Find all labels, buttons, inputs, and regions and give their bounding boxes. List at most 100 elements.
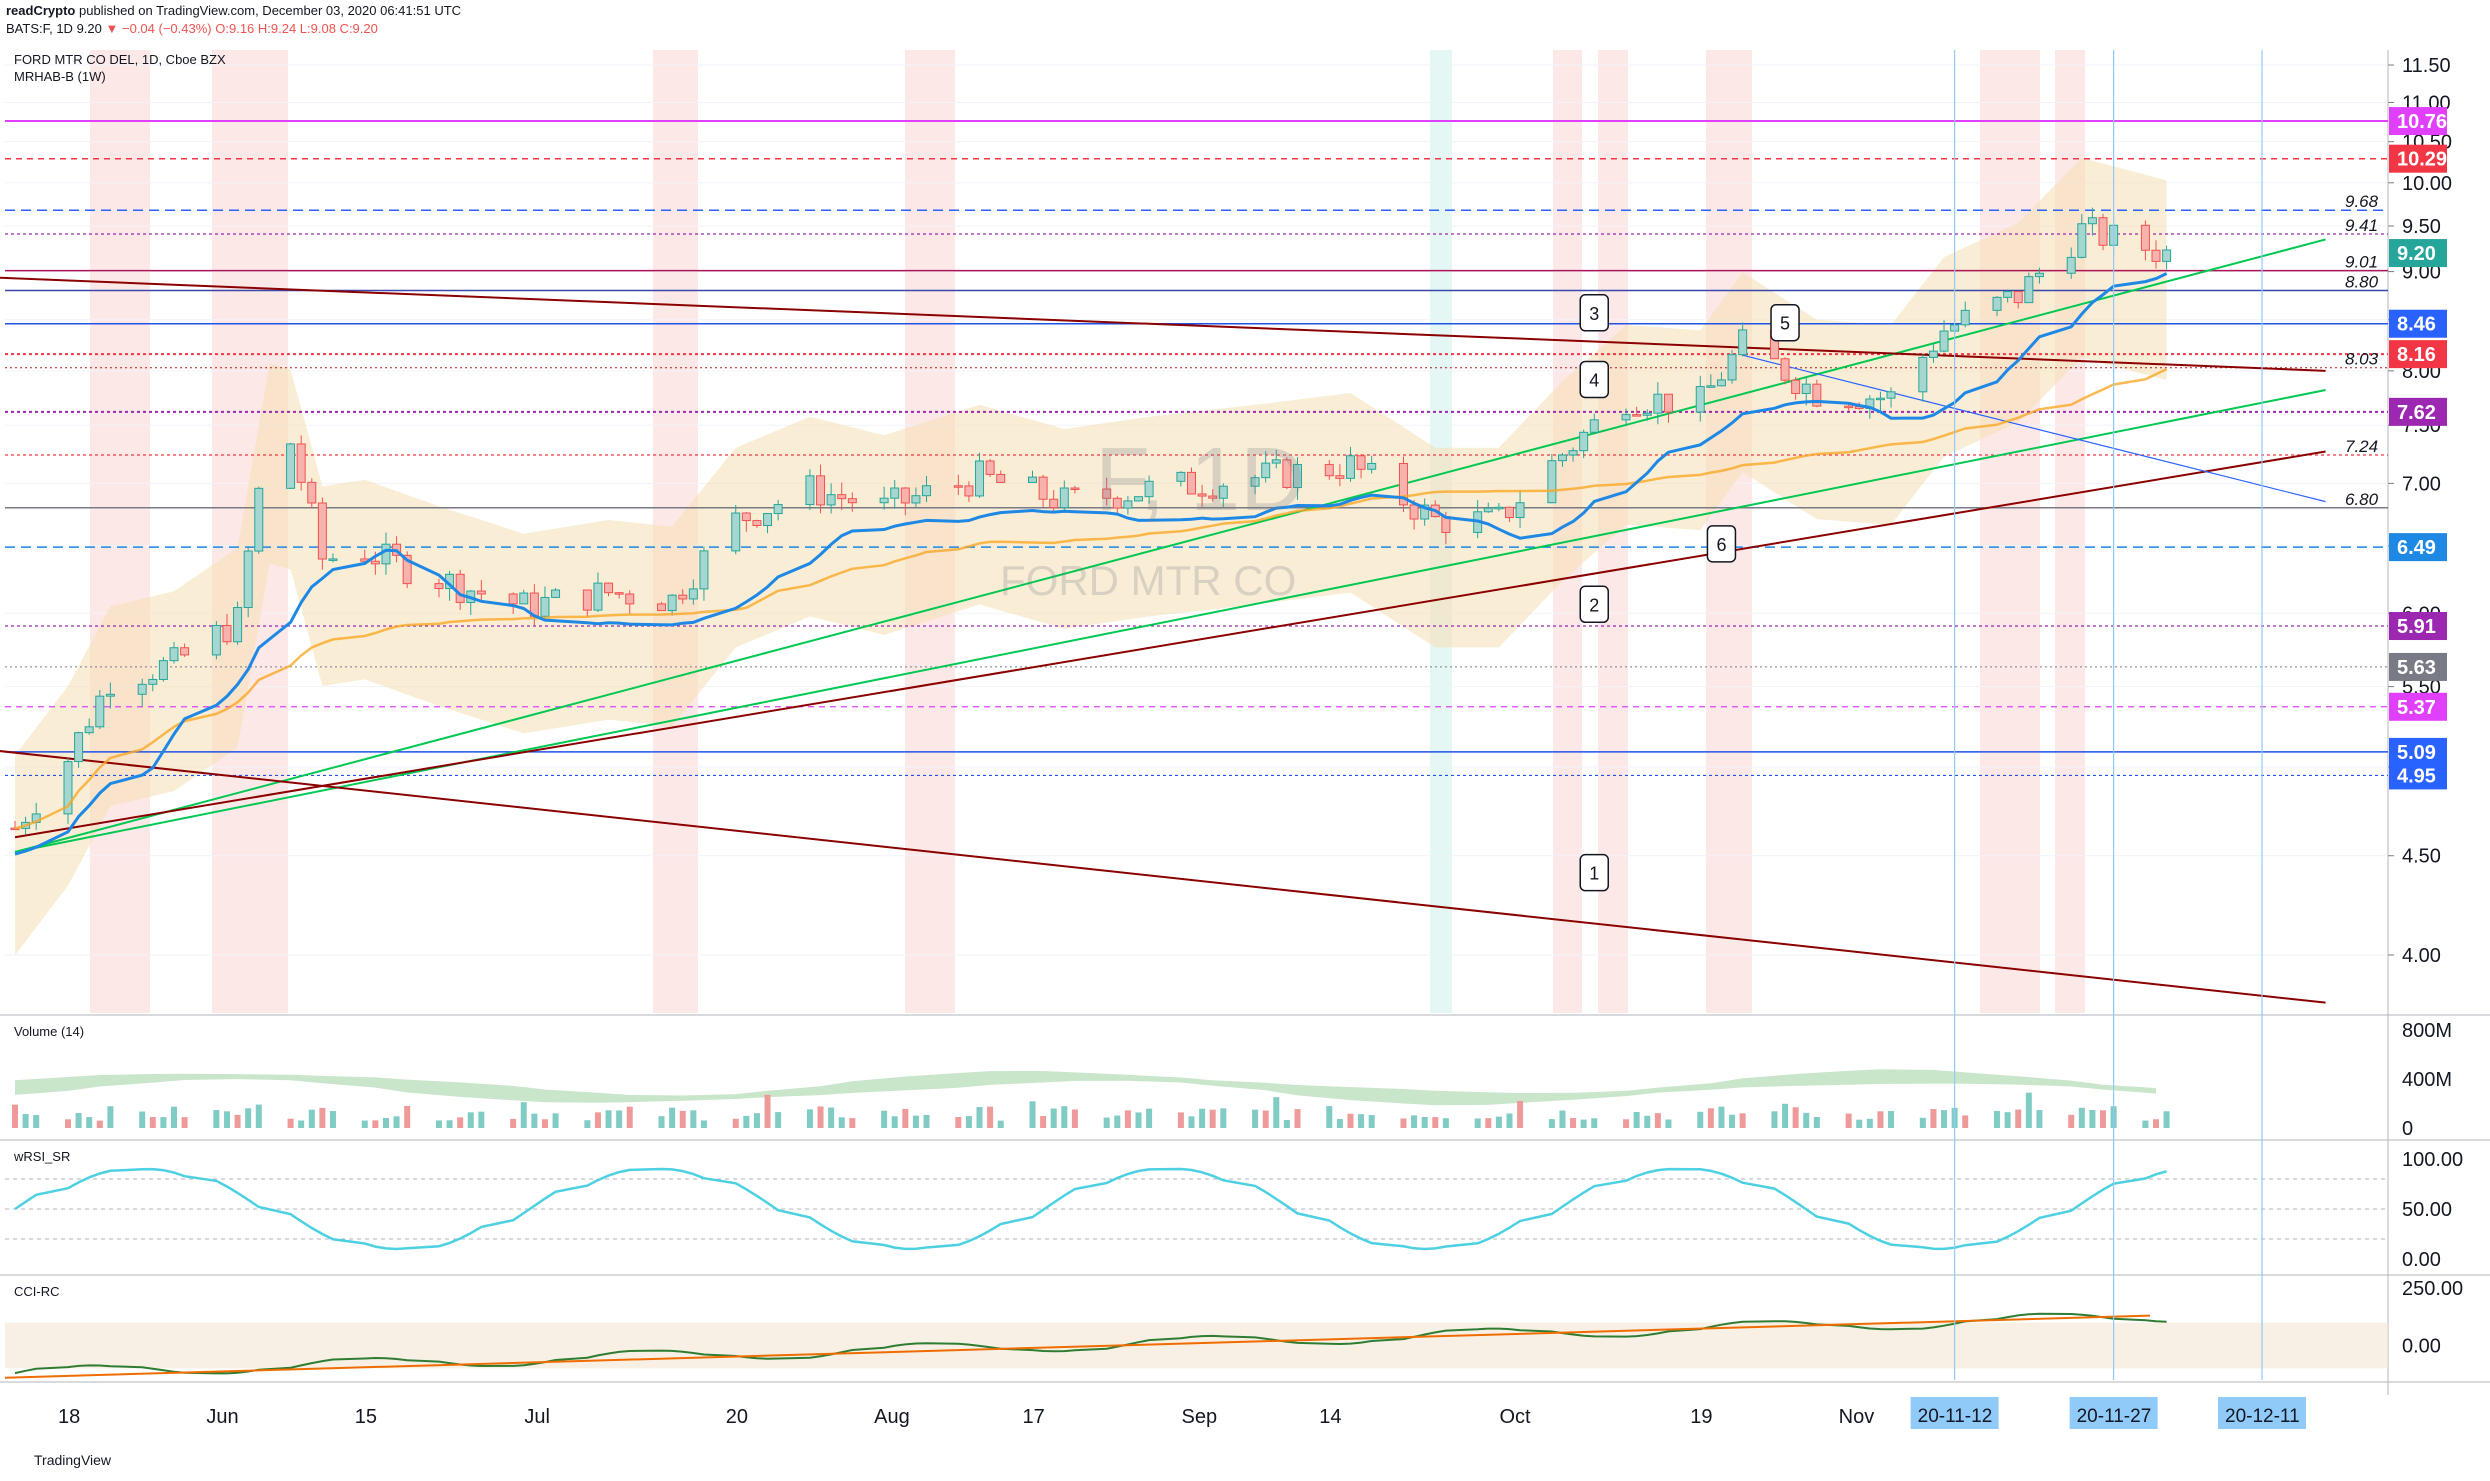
- ohlc-values: O:9.16 H:9.24 L:9.08 C:9.20: [215, 21, 378, 36]
- volume-bar: [1654, 1113, 1661, 1128]
- volume-bar: [234, 1114, 241, 1128]
- symbol-name[interactable]: BATS:F, 1D: [6, 21, 73, 36]
- last-price: 9.20: [76, 21, 102, 36]
- volume-bar: [1103, 1117, 1110, 1128]
- wave-callout-box: [1770, 303, 1800, 342]
- volume-bar: [669, 1107, 676, 1128]
- candle-body: [95, 695, 105, 728]
- publisher-name[interactable]: readCrypto: [6, 3, 76, 18]
- candle-body: [614, 592, 624, 595]
- volume-bar: [298, 1120, 305, 1128]
- price-badge-label: 5.37: [2397, 697, 2436, 719]
- volume-bar: [287, 1118, 294, 1128]
- candle-body: [1504, 506, 1514, 519]
- volume-bar: [2025, 1092, 2032, 1128]
- candle-body: [455, 573, 465, 603]
- candle-body: [381, 543, 391, 565]
- candle-body: [137, 683, 147, 695]
- price-tick-label: 4.00: [2402, 945, 2441, 967]
- candle-body: [1409, 504, 1419, 520]
- volume-bar: [891, 1116, 898, 1128]
- volume-bar: [2153, 1119, 2160, 1128]
- volume-bar: [1548, 1119, 1555, 1128]
- price-badge-label: 5.91: [2397, 616, 2436, 638]
- volume-bar: [1040, 1116, 1047, 1128]
- footer-brand: TradingView: [34, 1452, 112, 1468]
- level-annotation: 8.03: [2345, 350, 2379, 369]
- candle-body: [890, 487, 900, 499]
- price-badge-bg-7: [2389, 612, 2447, 641]
- candle-body: [1144, 480, 1154, 498]
- candle-body: [1123, 500, 1133, 509]
- candle-body: [2098, 217, 2108, 246]
- chart-legend-symbol: FORD MTR CO DEL, 1D, Cboe BZX: [14, 52, 226, 67]
- x-tick-label: 15: [355, 1406, 377, 1428]
- date-badge-label: 20-12-11: [2225, 1406, 2300, 1427]
- trend-line-1: [14, 389, 2326, 853]
- volume-bar: [1029, 1101, 1036, 1128]
- volume-bar: [1050, 1108, 1057, 1128]
- candle-body: [1547, 460, 1557, 504]
- volume-bar: [319, 1107, 326, 1128]
- candle-body: [307, 481, 317, 504]
- volume-bar: [1411, 1115, 1418, 1128]
- candle-body: [1886, 391, 1896, 399]
- volume-band: [15, 1069, 2156, 1106]
- candle-body: [1197, 493, 1207, 497]
- candle-body: [211, 624, 221, 656]
- price-badge-label: 7.62: [2397, 402, 2436, 424]
- volume-bar: [1262, 1110, 1269, 1128]
- candle-body: [1070, 487, 1080, 491]
- volume-bar: [1803, 1112, 1810, 1128]
- volume-bar: [139, 1111, 146, 1128]
- volume-bar: [912, 1115, 919, 1128]
- candle-body: [2162, 249, 2172, 262]
- wrsi-line: [14, 1167, 2167, 1251]
- volume-bar: [743, 1115, 750, 1128]
- volume-bar: [361, 1120, 368, 1128]
- volume-bar: [1718, 1106, 1725, 1128]
- candle-body: [540, 596, 550, 617]
- volume-bar: [1856, 1119, 1863, 1128]
- volume-bar: [1506, 1113, 1513, 1128]
- volume-bar: [1930, 1109, 1937, 1128]
- volume-bar: [1517, 1100, 1524, 1128]
- volume-bar: [1421, 1116, 1428, 1128]
- volume-bar: [902, 1108, 909, 1128]
- x-tick-label: 14: [1319, 1406, 1341, 1428]
- level-annotation: 9.68: [2345, 192, 2379, 211]
- candle-body: [1939, 330, 1949, 352]
- price-badge-label: 5.09: [2397, 742, 2436, 764]
- volume-bar: [838, 1117, 845, 1128]
- volume-bar: [1400, 1118, 1407, 1128]
- volume-bar: [764, 1094, 771, 1128]
- candle-body: [1356, 455, 1366, 470]
- volume-tick-label: 400M: [2402, 1069, 2452, 1091]
- volume-bar: [1326, 1106, 1333, 1128]
- volume-bar: [1061, 1106, 1068, 1128]
- wave-callout-label: 2: [1589, 595, 1599, 615]
- candle-body: [763, 513, 773, 527]
- volume-bar: [1442, 1118, 1449, 1128]
- volume-bar: [181, 1117, 188, 1128]
- candle-body: [1398, 462, 1408, 506]
- candle-body: [1112, 497, 1122, 509]
- volume-bar: [1813, 1117, 1820, 1128]
- volume-bar: [552, 1113, 559, 1128]
- volume-bar: [1919, 1117, 1926, 1128]
- candle-body: [158, 660, 168, 680]
- volume-bar: [584, 1120, 591, 1128]
- volume-bar: [86, 1117, 93, 1128]
- volume-bar: [817, 1106, 824, 1128]
- candle-body: [222, 624, 232, 643]
- cci-tick-label: 250.00: [2402, 1278, 2463, 1300]
- price-tick-label: 10.00: [2402, 173, 2452, 195]
- volume-bar: [308, 1109, 315, 1128]
- volume-bar: [828, 1107, 835, 1128]
- candle-body: [1028, 476, 1038, 483]
- candle-body: [657, 603, 667, 612]
- candle-body: [699, 550, 709, 590]
- price-badge-bg-10: [2389, 737, 2447, 766]
- candle-body: [1791, 379, 1801, 394]
